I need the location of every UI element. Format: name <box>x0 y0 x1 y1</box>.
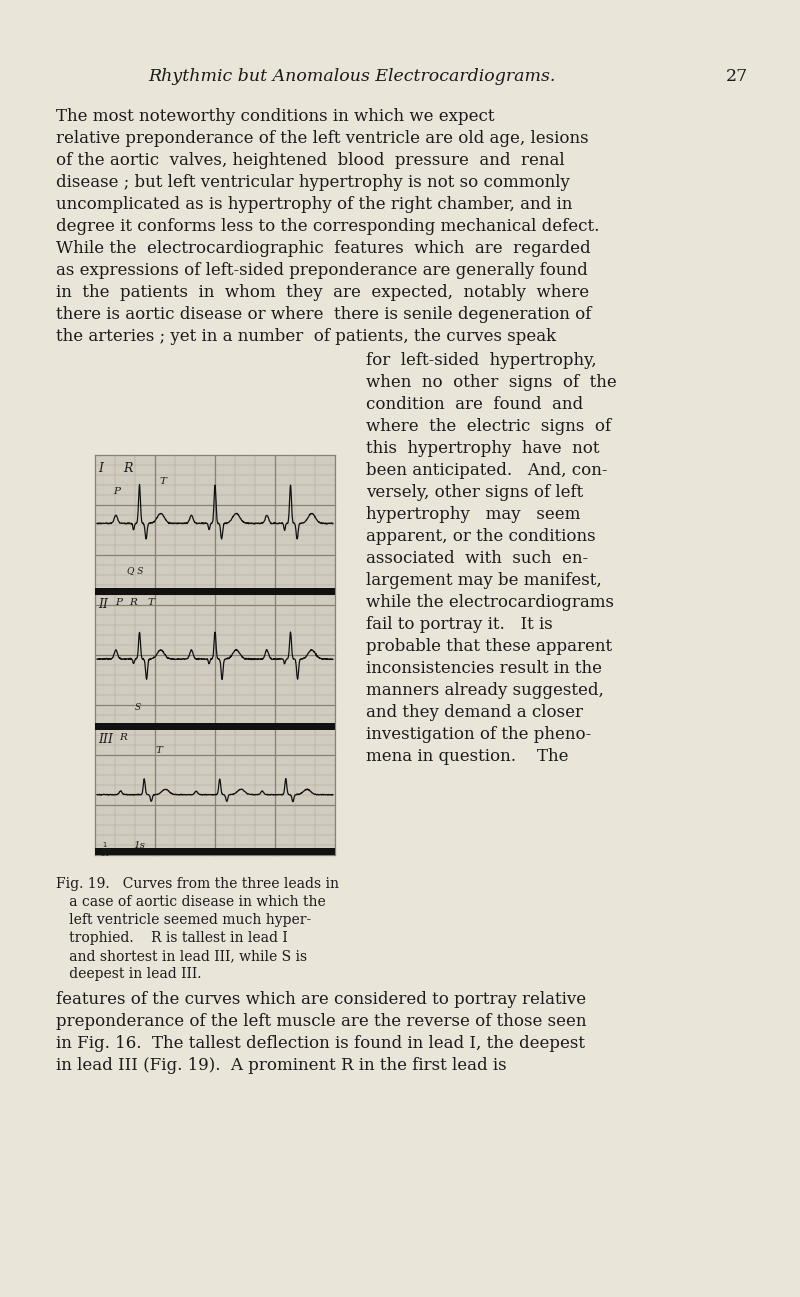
Text: P: P <box>113 486 120 495</box>
Text: as expressions of left-sided preponderance are generally found: as expressions of left-sided preponderan… <box>56 262 588 279</box>
Text: the arteries ; yet in a number  of patients, the curves speak: the arteries ; yet in a number of patien… <box>56 328 556 345</box>
Text: trophied.    R is tallest in lead I: trophied. R is tallest in lead I <box>56 931 288 946</box>
Text: degree it conforms less to the corresponding mechanical defect.: degree it conforms less to the correspon… <box>56 218 599 235</box>
Text: T: T <box>147 598 154 607</box>
Text: T: T <box>160 477 167 486</box>
Text: versely, other signs of left: versely, other signs of left <box>366 484 583 501</box>
Text: in lead III (Fig. 19).  A prominent R in the first lead is: in lead III (Fig. 19). A prominent R in … <box>56 1057 506 1074</box>
Text: uncomplicated as is hypertrophy of the right chamber, and in: uncomplicated as is hypertrophy of the r… <box>56 196 572 213</box>
Text: associated  with  such  en-: associated with such en- <box>366 550 588 567</box>
Text: R: R <box>129 598 137 607</box>
Bar <box>95 724 335 730</box>
Bar <box>95 455 335 855</box>
Text: features of the curves which are considered to portray relative: features of the curves which are conside… <box>56 991 586 1008</box>
Text: Fig. 19.   Curves from the three leads in: Fig. 19. Curves from the three leads in <box>56 877 339 891</box>
Text: condition  are  found  and: condition are found and <box>366 396 583 412</box>
Text: and they demand a closer: and they demand a closer <box>366 704 583 721</box>
Text: T: T <box>155 746 162 755</box>
Text: largement may be manifest,: largement may be manifest, <box>366 572 602 589</box>
Text: left ventricle seemed much hyper-: left ventricle seemed much hyper- <box>56 913 311 927</box>
Text: investigation of the pheno-: investigation of the pheno- <box>366 726 591 743</box>
Text: Q S: Q S <box>127 565 143 575</box>
Text: and shortest in lead III, while S is: and shortest in lead III, while S is <box>56 949 307 962</box>
Text: inconsistencies result in the: inconsistencies result in the <box>366 660 602 677</box>
Text: S: S <box>135 703 141 712</box>
Text: $\frac{1}{30}$: $\frac{1}{30}$ <box>100 840 110 859</box>
Text: when  no  other  signs  of  the: when no other signs of the <box>366 374 617 390</box>
Text: a case of aortic disease in which the: a case of aortic disease in which the <box>56 895 326 909</box>
Text: The most noteworthy conditions in which we expect: The most noteworthy conditions in which … <box>56 108 494 125</box>
Text: R: R <box>119 733 127 742</box>
Text: II: II <box>98 598 108 611</box>
Text: While the  electrocardiographic  features  which  are  regarded: While the electrocardiographic features … <box>56 240 590 257</box>
Text: while the electrocardiograms: while the electrocardiograms <box>366 594 614 611</box>
Text: there is aortic disease or where  there is senile degeneration of: there is aortic disease or where there i… <box>56 306 591 323</box>
Text: hypertrophy   may   seem: hypertrophy may seem <box>366 506 580 523</box>
Bar <box>95 848 335 855</box>
Text: in Fig. 16.  The tallest deflection is found in lead I, the deepest: in Fig. 16. The tallest deflection is fo… <box>56 1035 585 1052</box>
Text: III: III <box>98 733 113 746</box>
Text: manners already suggested,: manners already suggested, <box>366 682 604 699</box>
Text: for  left-sided  hypertrophy,: for left-sided hypertrophy, <box>366 351 597 370</box>
Text: Rhythmic but Anomalous Electrocardiograms.: Rhythmic but Anomalous Electrocardiogram… <box>148 67 556 86</box>
Text: 1s: 1s <box>133 840 145 850</box>
Text: I: I <box>98 462 103 475</box>
Text: R: R <box>123 462 132 475</box>
Text: been anticipated.   And, con-: been anticipated. And, con- <box>366 462 607 479</box>
Text: mena in question.    The: mena in question. The <box>366 748 569 765</box>
Text: probable that these apparent: probable that these apparent <box>366 638 612 655</box>
Text: fail to portray it.   It is: fail to portray it. It is <box>366 616 553 633</box>
Text: where  the  electric  signs  of: where the electric signs of <box>366 418 611 434</box>
Text: disease ; but left ventricular hypertrophy is not so commonly: disease ; but left ventricular hypertrop… <box>56 174 570 191</box>
Text: 27: 27 <box>726 67 748 86</box>
Text: this  hypertrophy  have  not: this hypertrophy have not <box>366 440 599 457</box>
Text: P: P <box>115 598 122 607</box>
Text: of the aortic  valves, heightened  blood  pressure  and  renal: of the aortic valves, heightened blood p… <box>56 152 565 169</box>
Text: apparent, or the conditions: apparent, or the conditions <box>366 528 596 545</box>
Text: in  the  patients  in  whom  they  are  expected,  notably  where: in the patients in whom they are expecte… <box>56 284 589 301</box>
Text: preponderance of the left muscle are the reverse of those seen: preponderance of the left muscle are the… <box>56 1013 586 1030</box>
Text: relative preponderance of the left ventricle are old age, lesions: relative preponderance of the left ventr… <box>56 130 589 147</box>
Text: deepest in lead III.: deepest in lead III. <box>56 968 202 981</box>
Bar <box>95 588 335 594</box>
